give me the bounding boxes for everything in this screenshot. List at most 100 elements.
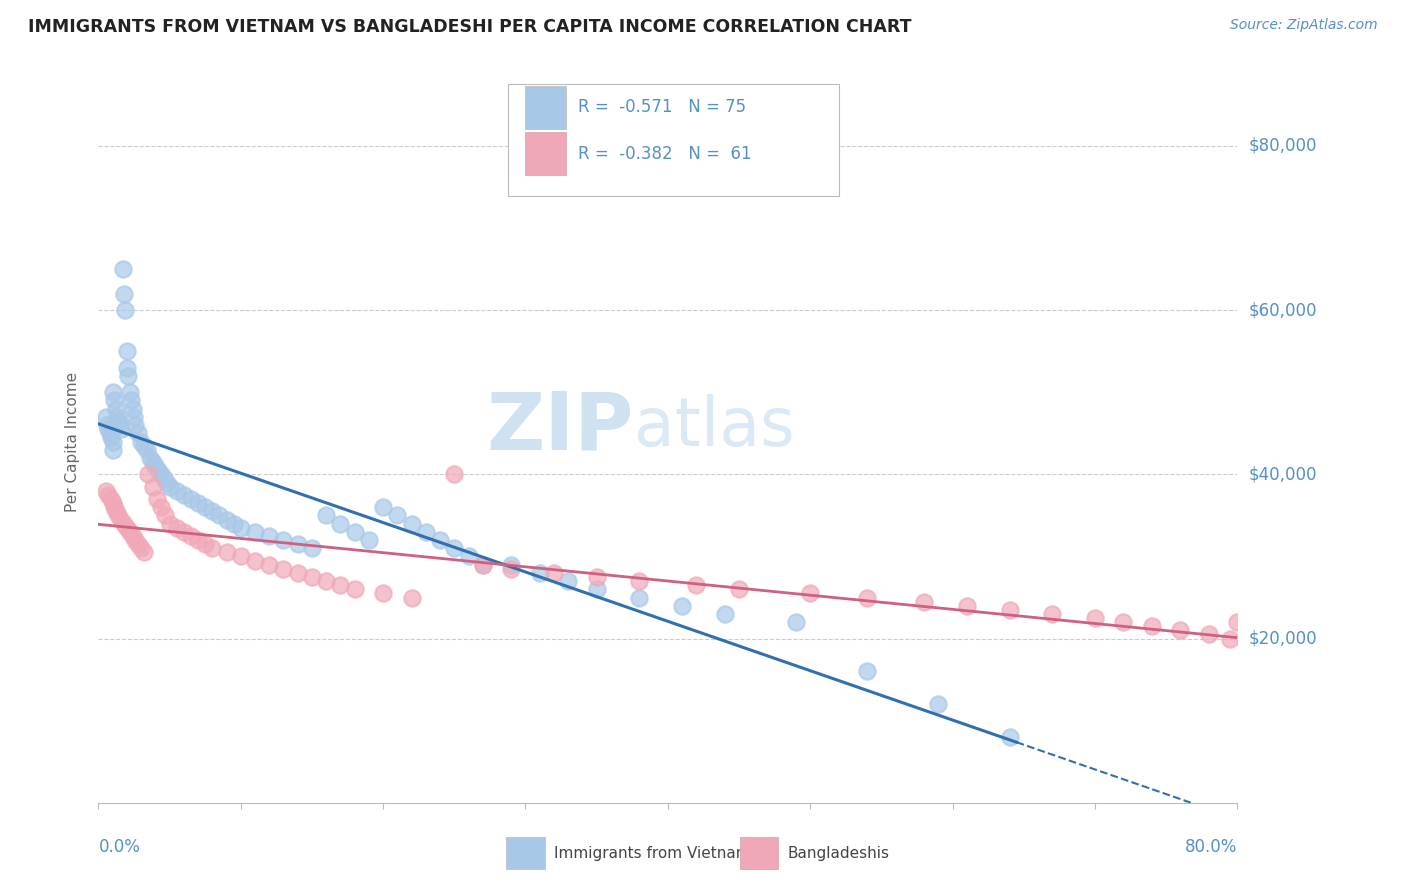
Point [443,467,465,482]
FancyBboxPatch shape [526,132,567,175]
Text: $40,000: $40,000 [1249,466,1317,483]
Point [112,516,135,531]
Point [585,570,607,584]
Point [222,516,245,531]
Point [141,480,163,494]
Point [998,603,1021,617]
Text: ZIP: ZIP [486,388,634,467]
Point [187,533,209,547]
Text: Bangladeshis: Bangladeshis [787,846,890,861]
Point [127,426,149,441]
Text: Immigrants from Vietnam: Immigrants from Vietnam [554,846,751,861]
Point [166,483,188,498]
Point [301,570,323,584]
Point [799,586,821,600]
Point [557,574,579,588]
Point [117,368,139,383]
Point [401,516,423,531]
Point [856,665,879,679]
FancyBboxPatch shape [740,838,779,870]
Point [150,467,173,482]
Point [101,385,124,400]
Point [180,491,202,506]
Point [201,504,224,518]
Point [100,491,122,506]
Point [273,533,295,547]
Point [97,422,120,436]
Point [107,414,129,428]
Point [173,488,195,502]
Point [108,418,131,433]
Point [115,360,138,375]
Point [114,303,136,318]
Point [201,541,224,556]
Point [159,480,181,494]
Point [110,422,132,436]
Point [122,409,145,424]
Point [585,582,607,597]
Point [215,512,238,526]
Point [104,401,127,416]
Point [329,578,352,592]
Point [146,491,169,506]
Point [387,508,409,523]
Point [115,521,138,535]
Point [120,393,142,408]
Text: $60,000: $60,000 [1249,301,1317,319]
Point [98,426,121,441]
Text: R =  -0.571   N = 75: R = -0.571 N = 75 [578,98,747,117]
Point [259,558,281,572]
Point [1198,627,1220,641]
Text: $80,000: $80,000 [1249,137,1317,155]
Point [101,442,124,457]
Point [457,549,479,564]
Point [112,286,135,301]
Point [156,475,179,490]
Text: 80.0%: 80.0% [1185,838,1237,855]
Point [180,529,202,543]
Point [153,471,176,485]
Point [1040,607,1063,621]
Point [208,508,231,523]
FancyBboxPatch shape [506,838,546,870]
Point [138,450,160,465]
Point [166,521,188,535]
Point [94,483,117,498]
Point [194,500,217,515]
Point [501,558,523,572]
Point [401,591,423,605]
Point [1226,615,1249,630]
Point [628,591,651,605]
Point [115,344,138,359]
Point [1112,615,1135,630]
Point [229,521,252,535]
Point [229,549,252,564]
Point [150,500,173,515]
Text: atlas: atlas [634,394,794,460]
Point [100,430,122,444]
Point [373,500,395,515]
Point [927,698,949,712]
Point [471,558,494,572]
Point [373,586,395,600]
Point [159,516,181,531]
Point [127,537,149,551]
Point [315,574,337,588]
Point [429,533,451,547]
Point [1170,624,1192,638]
Point [94,409,117,424]
FancyBboxPatch shape [509,84,839,196]
Point [785,615,807,630]
Point [118,524,141,539]
Point [301,541,323,556]
Point [187,496,209,510]
Point [124,533,146,547]
Point [145,459,167,474]
Point [194,537,217,551]
Point [529,566,551,580]
Point [912,594,935,608]
Point [1084,611,1107,625]
Text: R =  -0.382   N =  61: R = -0.382 N = 61 [578,145,751,162]
Text: IMMIGRANTS FROM VIETNAM VS BANGLADESHI PER CAPITA INCOME CORRELATION CHART: IMMIGRANTS FROM VIETNAM VS BANGLADESHI P… [28,18,911,36]
Point [101,434,124,449]
